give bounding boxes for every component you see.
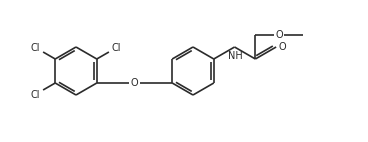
Text: O: O <box>278 42 286 52</box>
Text: NH: NH <box>228 51 243 61</box>
Text: Cl: Cl <box>112 42 121 53</box>
Text: Cl: Cl <box>31 89 40 100</box>
Text: Cl: Cl <box>31 42 40 53</box>
Text: O: O <box>131 78 138 88</box>
Text: O: O <box>276 30 283 40</box>
